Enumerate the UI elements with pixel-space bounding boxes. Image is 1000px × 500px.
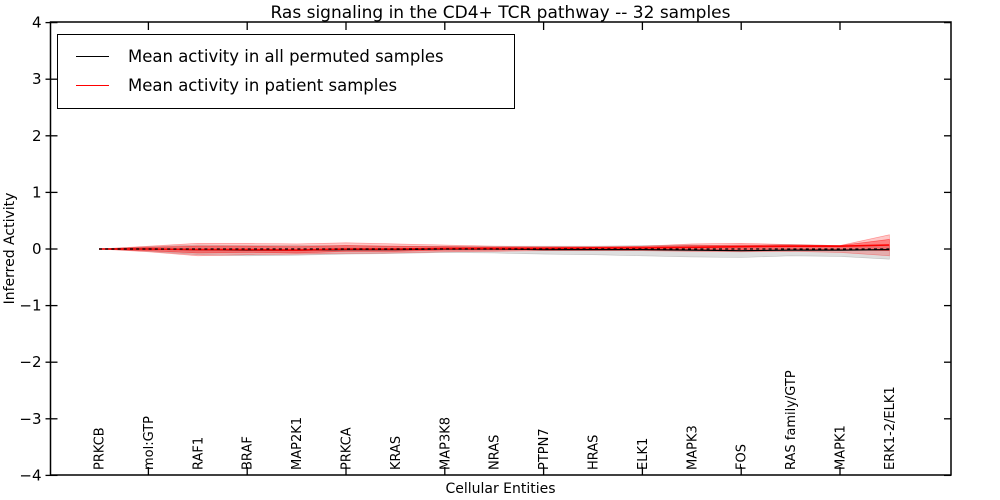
x-category-label: NRAS: [488, 435, 503, 470]
y-axis-label: Inferred Activity: [2, 193, 18, 305]
legend-label-patient: Mean activity in patient samples: [128, 76, 398, 95]
x-category-label: MAPK3: [685, 425, 700, 470]
x-category-label: PRKCA: [340, 427, 355, 470]
y-tick-label: −2: [19, 353, 41, 371]
y-tick-label: 3: [32, 70, 42, 88]
x-axis-label: Cellular Entities: [445, 481, 556, 497]
x-category-label: MAP3K8: [438, 417, 453, 470]
x-category-label: PTPN7: [537, 428, 552, 470]
x-category-label: RAF1: [191, 437, 206, 470]
y-tick-label: −4: [19, 466, 41, 484]
y-tick-label: −1: [19, 297, 41, 315]
x-category-label: RAS family/GTP: [784, 370, 799, 470]
x-category-label: PRKCB: [93, 427, 108, 470]
x-category-label: FOS: [735, 444, 750, 470]
y-tick-label: 4: [32, 14, 42, 32]
y-tick-label: 2: [32, 127, 42, 145]
patient-line-swatch: [76, 85, 109, 86]
x-category-label: mol:GTP: [142, 416, 157, 470]
y-tick-label: 0: [32, 240, 42, 258]
permuted-line-swatch: [76, 56, 109, 57]
x-category-label: ERK1-2/ELK1: [883, 386, 898, 470]
x-category-label: HRAS: [587, 435, 602, 470]
x-category-label: BRAF: [241, 436, 256, 470]
y-tick-label: −3: [19, 410, 41, 428]
legend-item-permuted: Mean activity in all permuted samples: [70, 42, 504, 71]
legend-item-patient: Mean activity in patient samples: [70, 71, 504, 100]
legend-box: Mean activity in all permuted samples Me…: [57, 34, 515, 109]
x-category-label: MAPK1: [834, 425, 849, 470]
y-tick-label: 1: [32, 183, 42, 201]
x-category-label: KRAS: [389, 436, 404, 470]
x-category-label: MAP2K1: [290, 417, 305, 470]
legend-label-permuted: Mean activity in all permuted samples: [128, 47, 444, 66]
chart-title: Ras signaling in the CD4+ TCR pathway --…: [270, 3, 731, 23]
x-category-label: ELK1: [636, 438, 651, 470]
